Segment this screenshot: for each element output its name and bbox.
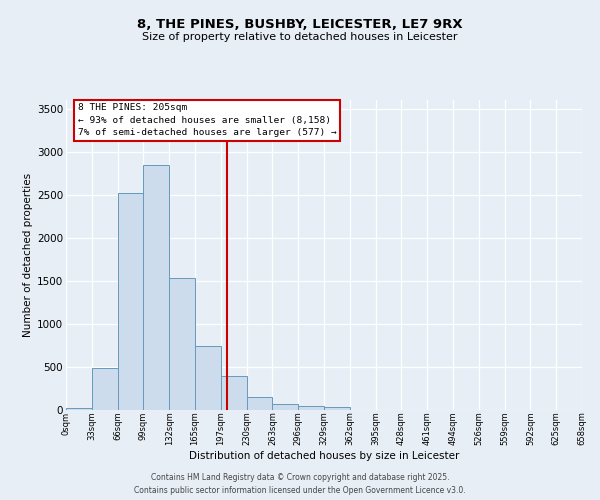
X-axis label: Distribution of detached houses by size in Leicester: Distribution of detached houses by size … — [189, 451, 459, 461]
Y-axis label: Number of detached properties: Number of detached properties — [23, 173, 33, 337]
Bar — [66, 408, 92, 410]
Bar — [324, 406, 350, 410]
Bar — [143, 166, 169, 410]
Text: 8, THE PINES, BUSHBY, LEICESTER, LE7 9RX: 8, THE PINES, BUSHBY, LEICESTER, LE7 9RX — [137, 18, 463, 30]
Bar — [221, 376, 247, 410]
Text: 8 THE PINES: 205sqm
← 93% of detached houses are smaller (8,158)
7% of semi-deta: 8 THE PINES: 205sqm ← 93% of detached ho… — [77, 104, 337, 138]
Bar — [92, 368, 118, 410]
Bar — [298, 406, 324, 410]
Bar — [169, 278, 195, 410]
Bar — [118, 193, 143, 410]
Bar — [195, 346, 221, 410]
Bar — [247, 396, 272, 410]
Text: Size of property relative to detached houses in Leicester: Size of property relative to detached ho… — [142, 32, 458, 42]
Bar — [272, 404, 298, 410]
Text: Contains HM Land Registry data © Crown copyright and database right 2025.
Contai: Contains HM Land Registry data © Crown c… — [134, 474, 466, 495]
